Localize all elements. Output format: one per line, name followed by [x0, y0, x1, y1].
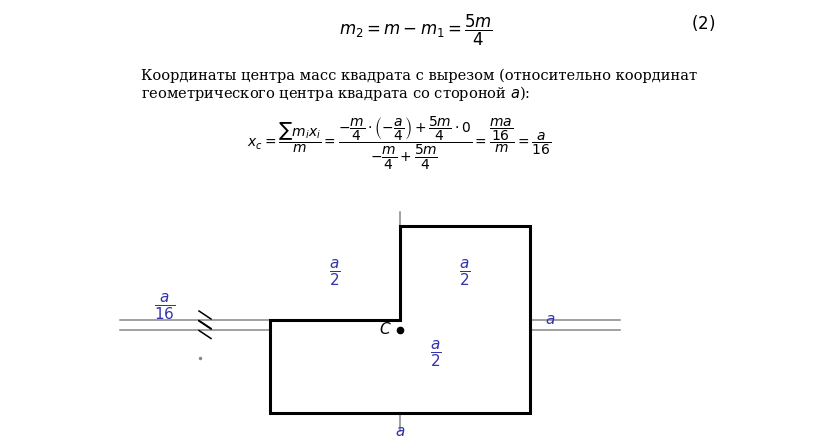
Text: $x_c = \dfrac{\sum m_i x_i}{m} = \dfrac{-\dfrac{m}{4} \cdot \left(-\dfrac{a}{4}\: $x_c = \dfrac{\sum m_i x_i}{m} = \dfrac{… [247, 115, 552, 172]
Text: $C$: $C$ [379, 321, 392, 337]
Text: $a$: $a$ [545, 313, 555, 326]
Text: $\dfrac{a}{2}$: $\dfrac{a}{2}$ [430, 340, 442, 370]
Text: $\dfrac{a}{16}$: $\dfrac{a}{16}$ [154, 292, 176, 321]
Text: Координаты центра масс квадрата с вырезом (относительно координат: Координаты центра масс квадрата с вырезо… [141, 68, 697, 83]
Text: $\dfrac{a}{2}$: $\dfrac{a}{2}$ [459, 258, 471, 288]
Polygon shape [270, 226, 530, 413]
Text: $(2)$: $(2)$ [691, 13, 716, 33]
Text: $m_2 = m - m_1 = \dfrac{5m}{4}$: $m_2 = m - m_1 = \dfrac{5m}{4}$ [339, 13, 493, 49]
Text: $\dfrac{a}{2}$: $\dfrac{a}{2}$ [329, 258, 341, 288]
Text: $a$: $a$ [395, 425, 405, 439]
Text: геометрического центра квадрата со стороной $a$):: геометрического центра квадрата со сторо… [141, 84, 531, 103]
